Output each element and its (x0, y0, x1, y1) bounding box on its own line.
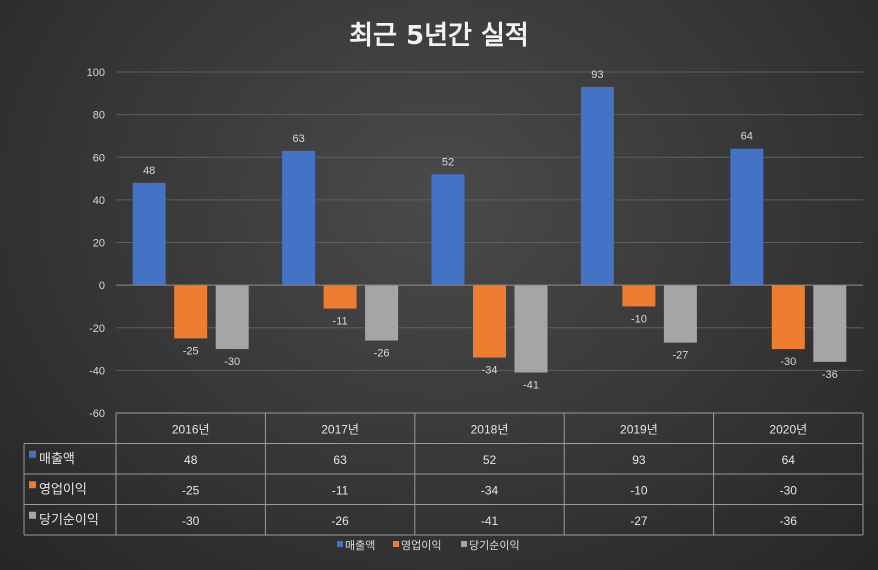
table-series-name: 당기순이익 (39, 513, 99, 528)
y-tick-label: 40 (93, 195, 105, 207)
bar (323, 285, 357, 309)
data-label: 52 (442, 156, 454, 168)
bar (771, 285, 805, 350)
table-series-key (29, 511, 36, 519)
y-tick-label: 60 (93, 152, 105, 164)
bar (473, 285, 506, 358)
bar (282, 150, 316, 286)
table-cell: -30 (780, 483, 798, 497)
data-labels: 48 -25 -30 63 -11 -26 52 -34 -41 93 -10 -27 64 -30 -36 (143, 69, 838, 392)
data-label: -25 (183, 345, 199, 357)
legend: 매출액 영업이익 당기순이익 (337, 539, 520, 552)
data-label: -30 (780, 356, 796, 368)
table-cell: -36 (780, 514, 798, 528)
bar (365, 285, 399, 341)
data-label: -36 (822, 369, 838, 381)
table-cell: 48 (184, 453, 198, 467)
bars (116, 86, 863, 373)
bar (580, 86, 614, 286)
table-cell: -41 (481, 514, 499, 528)
data-label: -10 (631, 313, 647, 325)
bar (813, 285, 847, 362)
x-category-label: 2017년 (321, 422, 359, 436)
data-label: 63 (292, 133, 304, 145)
data-label: -26 (374, 348, 390, 360)
data-label: -27 (672, 350, 688, 362)
bar (730, 148, 764, 286)
legend-swatch (393, 541, 399, 547)
chart-title: 최근 5년간 실적 (349, 21, 529, 51)
data-label: -11 (333, 316, 348, 328)
x-category-label: 2019년 (620, 422, 658, 436)
y-tick-label: -40 (89, 365, 105, 377)
x-category-label: 2016년 (172, 422, 210, 436)
y-tick-label: -20 (89, 323, 105, 335)
table-series-name: 영업이익 (39, 482, 87, 497)
data-label: 48 (143, 165, 155, 177)
table-cell: 93 (632, 453, 646, 467)
legend-swatch (337, 541, 343, 547)
y-tick-label: 80 (93, 110, 105, 122)
table-cell: 52 (483, 453, 497, 467)
data-label: 64 (741, 131, 753, 143)
bar (431, 174, 465, 286)
x-category-label: 2020년 (769, 422, 807, 436)
table-series-name: 매출액 (39, 452, 75, 467)
data-label: -30 (224, 356, 240, 368)
table-series-key (29, 450, 36, 458)
table-cell: -25 (182, 483, 200, 497)
data-label: -41 (523, 380, 539, 392)
table-cell: -27 (630, 514, 648, 528)
table-cell: 64 (782, 453, 796, 467)
y-tick-label: 20 (93, 238, 105, 250)
legend-swatch (461, 541, 467, 547)
y-axis-ticks: 100 80 60 40 20 0 -20 -40 -60 (87, 67, 105, 420)
table-cell: -10 (630, 483, 648, 497)
table-cell: -26 (331, 514, 349, 528)
bar (663, 285, 697, 343)
table-series-key (29, 481, 36, 489)
bar (215, 285, 249, 350)
bar (132, 182, 166, 286)
bar (514, 285, 548, 373)
legend-label: 매출액 (345, 539, 375, 552)
y-tick-label: -60 (89, 408, 105, 420)
table-cell: -11 (332, 483, 349, 497)
table-cell: -30 (182, 514, 200, 528)
bar (174, 285, 208, 339)
bar (622, 285, 656, 307)
legend-label: 당기순이익 (469, 539, 520, 552)
data-label: 93 (591, 69, 603, 81)
y-tick-label: 100 (87, 67, 105, 79)
x-category-label: 2018년 (471, 422, 509, 436)
y-tick-label: 0 (99, 280, 105, 292)
table-cell: 63 (333, 453, 347, 467)
data-label: -34 (482, 365, 498, 377)
legend-label: 영업이익 (401, 539, 441, 552)
table-cell: -34 (481, 483, 499, 497)
